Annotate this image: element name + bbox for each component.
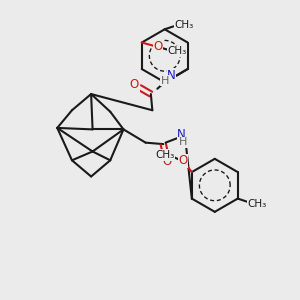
- Text: O: O: [153, 40, 163, 53]
- Text: CH₃: CH₃: [155, 150, 174, 160]
- Text: H: H: [161, 76, 169, 86]
- Text: N: N: [177, 128, 186, 141]
- Text: O: O: [130, 78, 139, 91]
- Text: CH₃: CH₃: [174, 20, 194, 30]
- Text: H: H: [179, 137, 187, 147]
- Text: N: N: [167, 69, 176, 82]
- Text: CH₃: CH₃: [167, 46, 187, 56]
- Text: O: O: [162, 155, 171, 168]
- Text: CH₃: CH₃: [248, 199, 267, 209]
- Text: O: O: [178, 154, 188, 167]
